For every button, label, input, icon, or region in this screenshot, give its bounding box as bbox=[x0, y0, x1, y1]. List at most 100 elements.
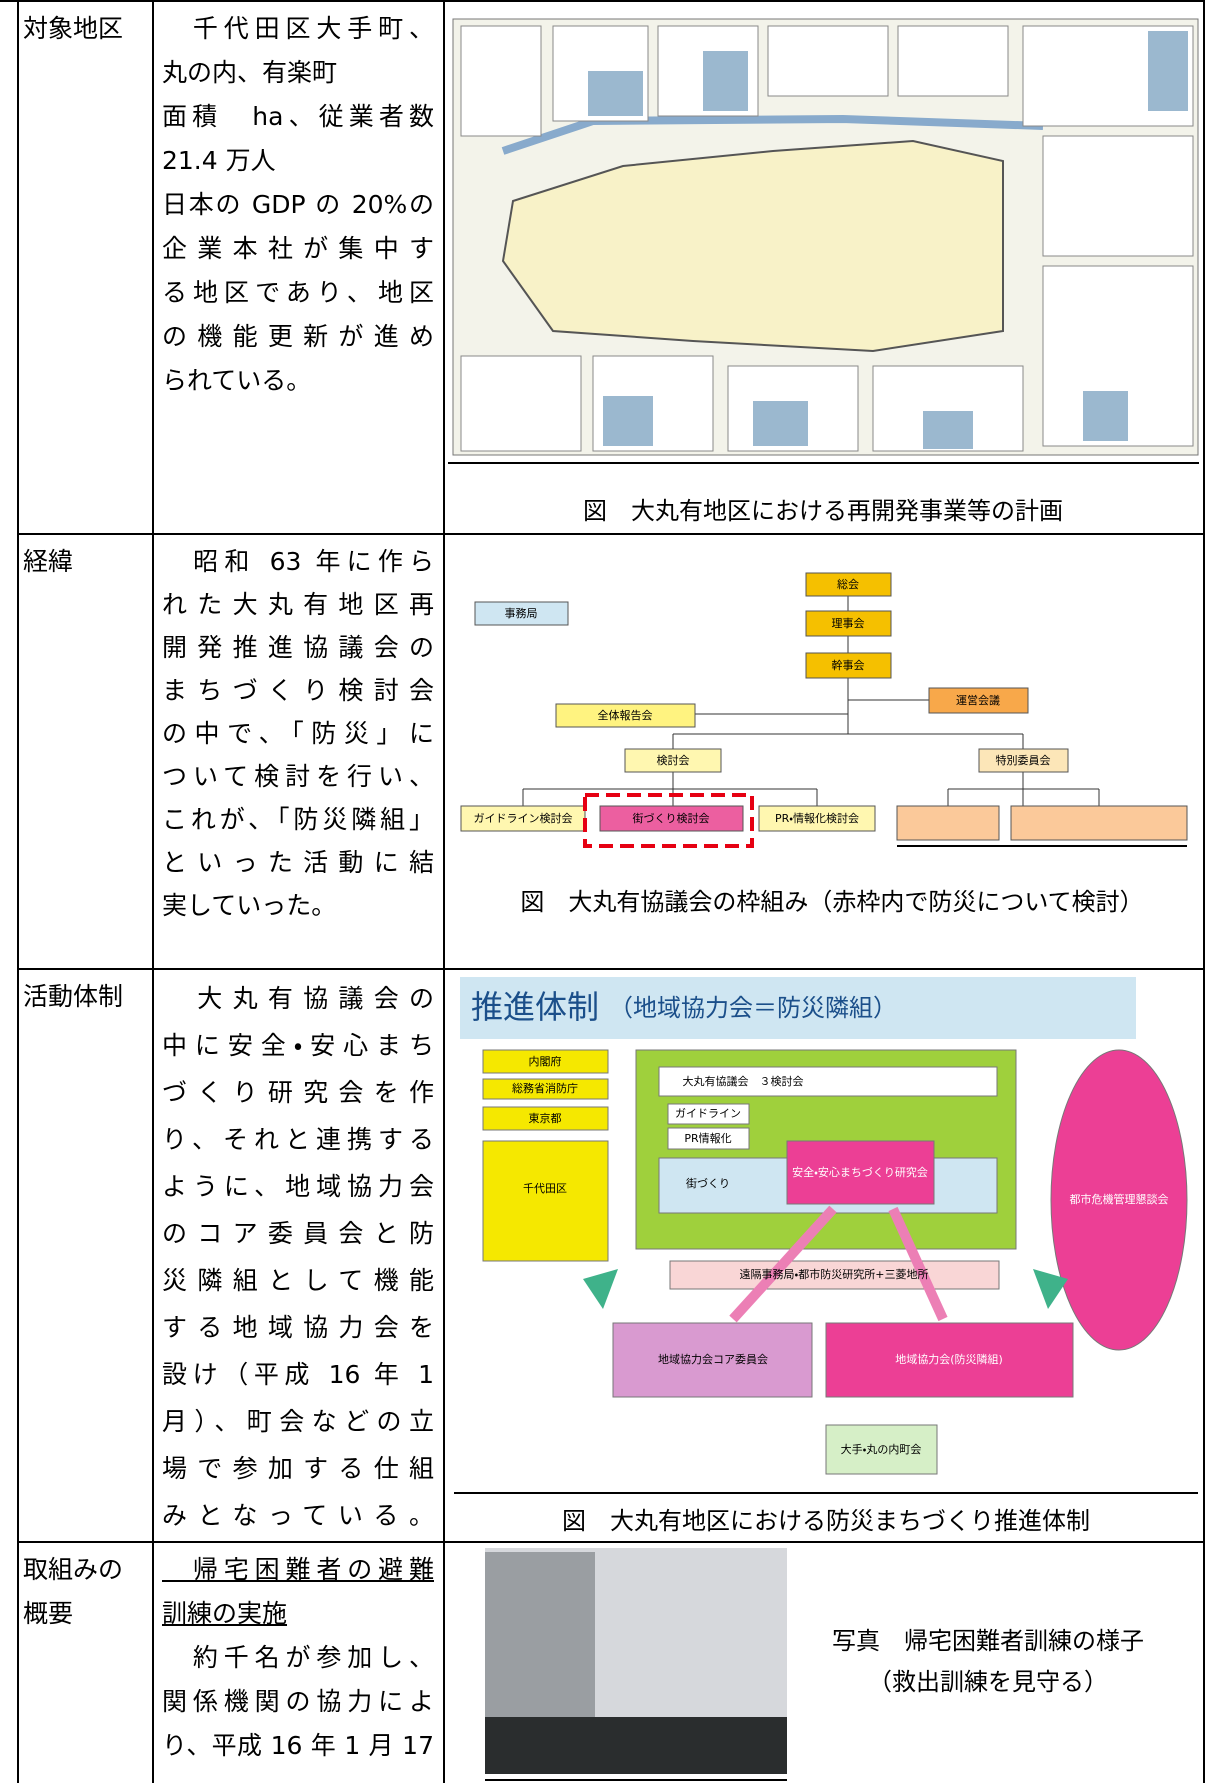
text-line: づくり研究会を作 bbox=[162, 1078, 434, 1107]
table-border bbox=[443, 0, 445, 1783]
table-border bbox=[17, 0, 19, 1783]
org-box-label: 幹事会 bbox=[832, 659, 865, 672]
text-line: 昭和 63 年に作ら bbox=[162, 547, 434, 576]
text-line: る地区であり、地区 bbox=[162, 278, 434, 307]
structure-box-label: 千代田区 bbox=[523, 1182, 567, 1195]
row-label: 活動体制 bbox=[23, 982, 124, 1011]
text-cell: 帰宅困難者の避難 訓練の実施 約千名が参加し、 関係機関の協力によ り、平成 16 年… bbox=[162, 1548, 434, 1768]
map-moat bbox=[501, 114, 1044, 155]
photo-caption: （救出訓練を見守る） bbox=[868, 1668, 1108, 1696]
text-line: これが、「防災隣組」 bbox=[162, 805, 434, 834]
structure-box-label: 地域協力会コア委員会 bbox=[658, 1353, 768, 1366]
structure-box-label: 内閣府 bbox=[529, 1054, 562, 1068]
text-line: 月）、町会などの立 bbox=[162, 1407, 434, 1436]
figure-map: 図 大丸有地区における再開発事業等の計画 bbox=[448, 18, 1199, 525]
structure-box-label: 街づくり bbox=[686, 1176, 730, 1190]
text-line: のコア委員会と防 bbox=[162, 1219, 434, 1248]
text-line: 面積 ha、従業者数 bbox=[162, 102, 434, 131]
row-label-cell: 活動体制 bbox=[23, 975, 148, 1019]
structure-box-label: 安全・安心まちづくり研究会 bbox=[792, 1165, 928, 1179]
org-box-label: ガイドライン検討会 bbox=[474, 811, 573, 825]
text-cell: 大丸有協議会の 中に安全・安心まち づくり研究会を作 り、それと連携する ように、地域協… bbox=[162, 975, 434, 1539]
table-border bbox=[17, 533, 1205, 535]
text-line: 中に安全・安心まち bbox=[162, 1031, 434, 1060]
text-line: 実していった。 bbox=[162, 891, 337, 920]
text-line: 設け（平成 16 年 1 bbox=[162, 1360, 434, 1389]
structure-box-label: 遠隔事務局・都市防災研究所+三菱地所 bbox=[740, 1267, 929, 1281]
table-border bbox=[152, 0, 154, 1783]
org-box-label: 総会 bbox=[837, 577, 859, 591]
text-line: といった活動に結 bbox=[162, 848, 434, 877]
photo-caption: 写真 帰宅困難者訓練の様子 bbox=[832, 1627, 1144, 1655]
row-label-cell: 取組みの 概要 bbox=[23, 1548, 148, 1636]
figure-caption: 図 大丸有地区における防災まちづくり推進体制 bbox=[562, 1507, 1090, 1535]
text-line: ように、地域協力会 bbox=[162, 1172, 434, 1201]
structure-box-label: 地域協力会(防災隣組) bbox=[895, 1352, 1003, 1366]
text-line: ついて検討を行い、 bbox=[162, 762, 434, 791]
text-line: 企業本社が集中す bbox=[162, 234, 434, 263]
row-label-cell: 経緯 bbox=[23, 540, 148, 584]
text-line: 災隣組として機能 bbox=[162, 1266, 434, 1295]
side-arrows bbox=[583, 1269, 1068, 1309]
row-label: 取組みの bbox=[23, 1555, 124, 1584]
text-line: 帰宅困難者の避難 bbox=[162, 1555, 434, 1584]
structure-box-label: 都市危機管理懇談会 bbox=[1070, 1192, 1169, 1206]
text-line: の機能更新が進め bbox=[162, 322, 434, 351]
figure-org-chart: 総会 理事会 幹事会 運営会議 事務局 全体報告会 検討会 特別委員会 ガイドラ… bbox=[460, 572, 1188, 916]
org-box-label: 事務局 bbox=[505, 606, 538, 620]
text-line: り、平成 16 年 1 月 17 bbox=[162, 1731, 434, 1760]
map-photos bbox=[588, 31, 1188, 449]
text-line: する地域協力会を bbox=[162, 1313, 434, 1342]
structure-box-label: ガイドライン bbox=[675, 1107, 741, 1120]
text-line: 関係機関の協力によ bbox=[162, 1687, 434, 1716]
row-label: 経緯 bbox=[23, 547, 74, 576]
figure-structure: 推進体制 （地域協力会＝防災隣組） 内閣府 総務省消防庁 東京都 千代田区 大丸有… bbox=[454, 977, 1198, 1535]
text-line: 開発推進協議会の bbox=[162, 633, 434, 662]
text-line: 場で参加する仕組 bbox=[162, 1454, 434, 1483]
org-box-label: 全体報告会 bbox=[598, 708, 653, 722]
text-cell: 千代田区大手町、 丸の内、有楽町 面積 ha、従業者数 21.4 万人 日本の GDP … bbox=[162, 7, 434, 403]
title-bar bbox=[460, 977, 1136, 1039]
text-line: 訓練の実施 bbox=[162, 1599, 288, 1628]
org-box-label: 理事会 bbox=[832, 617, 865, 630]
text-line: まちづくり検討会 bbox=[162, 676, 434, 705]
text-line: 丸の内、有楽町 bbox=[162, 58, 338, 87]
map-panels bbox=[460, 25, 1194, 452]
org-box-label: 街づくり検討会 bbox=[633, 811, 710, 825]
table-border bbox=[17, 0, 1205, 2]
text-line: り、それと連携する bbox=[162, 1125, 434, 1154]
text-line: 21.4 万人 bbox=[162, 146, 276, 175]
diagram-title: 推進体制 （地域協力会＝防災隣組） bbox=[471, 988, 897, 1026]
table-border bbox=[17, 968, 1205, 970]
structure-box-label: PR情報化 bbox=[684, 1132, 731, 1145]
org-box-label: 検討会 bbox=[657, 753, 690, 767]
highlight-frame bbox=[583, 793, 754, 848]
photo-crowd bbox=[485, 1717, 787, 1774]
structure-box-label: 総務省消防庁 bbox=[512, 1081, 578, 1095]
structure-box-label: 大丸有協議会 ３検討会 bbox=[683, 1074, 804, 1088]
text-line: みとなっている。 bbox=[162, 1501, 434, 1530]
table-border bbox=[17, 1541, 1205, 1543]
org-box-label: PR・情報化検討会 bbox=[775, 811, 859, 825]
text-line: の中で、「防災」に bbox=[162, 719, 434, 748]
text-line: 大丸有協議会の bbox=[162, 984, 434, 1013]
row-label: 概要 bbox=[23, 1599, 74, 1628]
row-label: 対象地区 bbox=[23, 14, 124, 43]
org-boxes bbox=[460, 572, 1188, 841]
structure-boxes bbox=[482, 1049, 1188, 1475]
text-line: 日本の GDP の 20%の bbox=[162, 190, 434, 219]
figure-photo: 写真 帰宅困難者訓練の様子 （救出訓練を見守る） bbox=[485, 1548, 1144, 1781]
figure-caption: 図 大丸有地区における再開発事業等の計画 bbox=[583, 497, 1063, 525]
org-box-label: 特別委員会 bbox=[996, 753, 1051, 767]
text-line: られている。 bbox=[162, 366, 312, 395]
figure-caption: 図 大丸有協議会の枠組み（赤枠内で防災について検討） bbox=[520, 888, 1143, 916]
structure-box-label: 大手・丸の内町会 bbox=[841, 1442, 922, 1456]
org-box-label: 運営会議 bbox=[956, 693, 1000, 707]
map-area bbox=[501, 139, 1004, 353]
table-border bbox=[1203, 0, 1205, 1783]
text-line: れた大丸有地区再 bbox=[162, 590, 434, 619]
text-cell: 昭和 63 年に作ら れた大丸有地区再 開発推進協議会の まちづくり検討会 の中で、「防… bbox=[162, 540, 434, 927]
row-label-cell: 対象地区 bbox=[23, 7, 148, 51]
photo-building bbox=[485, 1552, 595, 1722]
